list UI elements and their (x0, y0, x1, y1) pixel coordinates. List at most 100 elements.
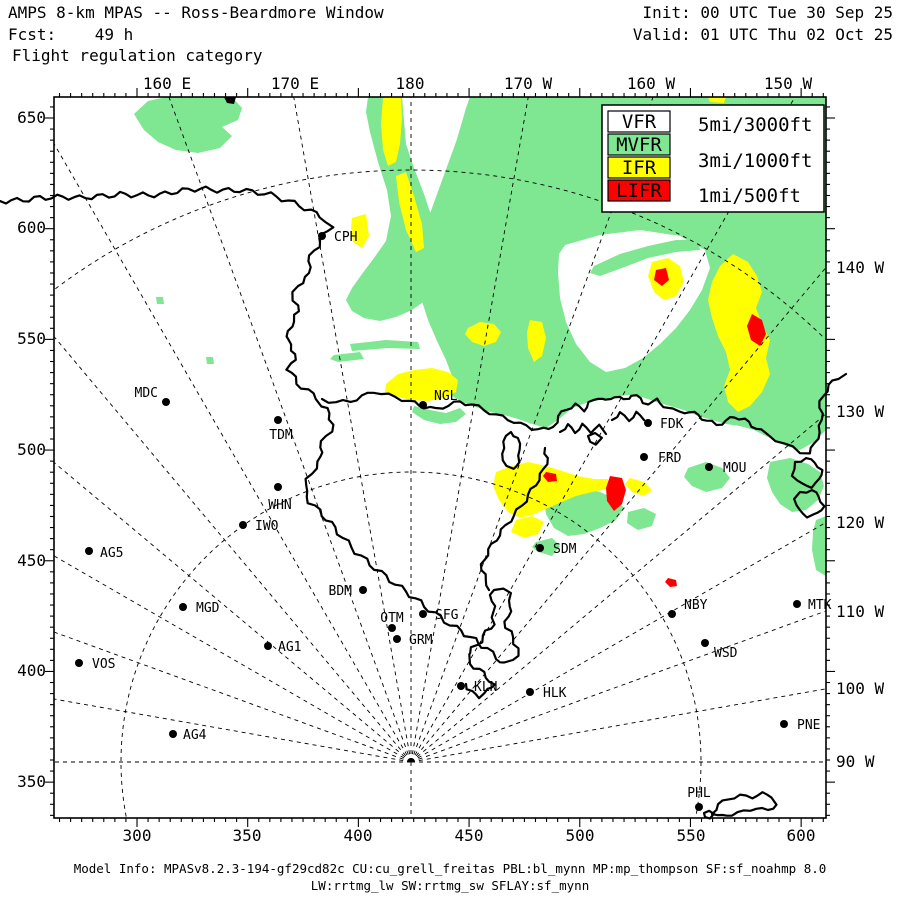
legend-threshold: 3mi/1000ft (698, 150, 812, 172)
region-ifr (396, 172, 424, 252)
axis-label-left: 650 (17, 108, 46, 127)
region-mvfr (206, 357, 214, 364)
axis-label-right: 90 W (836, 752, 875, 771)
axis-label-right: 120 W (836, 513, 885, 532)
station-label: VOS (92, 657, 115, 672)
axis-label-top: 170 W (504, 74, 553, 93)
region-mvfr (812, 516, 826, 576)
station-dot (393, 635, 401, 643)
station-dot (318, 232, 326, 240)
axis-label-bottom: 350 (233, 826, 262, 845)
coastline (479, 446, 549, 592)
station-dot (169, 730, 177, 738)
region-mvfr (350, 340, 420, 351)
station-dot (419, 401, 427, 409)
station-dot (457, 682, 465, 690)
coastline (610, 410, 646, 423)
region-mvfr (134, 97, 242, 153)
legend-swatch-ifr (607, 156, 671, 179)
station-label: AG1 (278, 640, 301, 655)
coastline (710, 791, 778, 817)
station-label: FRD (658, 451, 682, 466)
legend-threshold: 5mi/3000ft (698, 114, 812, 136)
axis-label-top: 150 W (764, 74, 813, 93)
station-dot (695, 803, 703, 811)
station-label: CPH (334, 230, 357, 245)
station-label: AG4 (183, 728, 207, 743)
region-mvfr (627, 508, 656, 530)
axis-label-right: 100 W (836, 679, 885, 698)
coastlines (0, 185, 848, 820)
axis-labels: 650 600 550 500 450 400 350 300 350 400 450 500 550 6… (17, 74, 884, 845)
region-mvfr (684, 462, 730, 492)
region-ifr (625, 478, 652, 496)
station-dot (162, 398, 170, 406)
coastline (0, 185, 520, 700)
region-lifr (543, 472, 557, 482)
coastline (320, 391, 555, 431)
axis-label-left: 450 (17, 551, 46, 570)
legend-label-vfr: VFR (622, 111, 657, 133)
region-mvfr (330, 352, 364, 362)
region-ifr (493, 462, 608, 518)
plot-subtitle: Flight regulation category (12, 46, 263, 65)
station-label: PHL (687, 786, 711, 801)
axis-label-bottom: 500 (566, 826, 595, 845)
axis-label-left: 350 (17, 772, 46, 791)
station-label: PNE (797, 718, 820, 733)
axis-label-top: 170 E (271, 74, 319, 93)
region-ifr (527, 320, 546, 362)
latitude-ring (120, 471, 702, 818)
station-dot (359, 586, 367, 594)
axis-label-bottom: 400 (344, 826, 373, 845)
region-ifr (381, 97, 402, 166)
model-info-line2: LW:rrtmg_lw SW:rrtmg_sw SFLAY:sf_mynn (310, 878, 590, 893)
region-mvfr (590, 240, 700, 276)
region-ifr (511, 516, 544, 538)
region-lifr (665, 578, 677, 587)
region-lifr (747, 314, 766, 346)
station-dot (264, 642, 272, 650)
axis-label-bottom: 300 (123, 826, 152, 845)
station-label: GRM (409, 633, 433, 648)
axis-label-right: 110 W (836, 602, 885, 621)
station-dot (85, 547, 93, 555)
region-lifr (654, 268, 669, 286)
region-ifr (351, 214, 369, 248)
coastline (551, 372, 848, 455)
init-valid-block: Init: 00 UTC Tue 30 Sep 25 Valid: 01 UTC… (633, 2, 893, 46)
station-dot (179, 603, 187, 611)
station-dot (239, 521, 247, 529)
region-black (224, 97, 236, 104)
axis-ticks (45, 88, 835, 827)
station-dot (274, 483, 282, 491)
station-dot (388, 624, 396, 632)
axis-label-left: 600 (17, 218, 46, 237)
coastline (790, 457, 824, 489)
station-label: KLN (474, 680, 497, 695)
station-label: WSD (714, 646, 738, 661)
region-ifr (465, 322, 501, 346)
station-label: FDK (660, 417, 684, 432)
station-label: WHN (268, 498, 291, 513)
station-label: MOU (723, 461, 746, 476)
coastline (793, 489, 826, 519)
legend-swatch-lifr (607, 179, 671, 202)
station-dot (705, 463, 713, 471)
region-mvfr (457, 376, 476, 398)
station-dot (701, 639, 709, 647)
station-dot (75, 659, 83, 667)
legend-swatch-mvfr (607, 133, 671, 156)
station-label: MGD (196, 601, 220, 616)
plot-title-block: AMPS 8-km MPAS -- Ross-Beardmore Window … (8, 2, 384, 46)
station-dot (793, 600, 801, 608)
axis-label-right: 140 W (836, 258, 885, 277)
station-dot (640, 453, 648, 461)
map-frame (53, 96, 827, 819)
forecast-hour: Fcst: 49 h (8, 25, 134, 44)
station-dot (419, 610, 427, 618)
coastline (586, 431, 603, 446)
